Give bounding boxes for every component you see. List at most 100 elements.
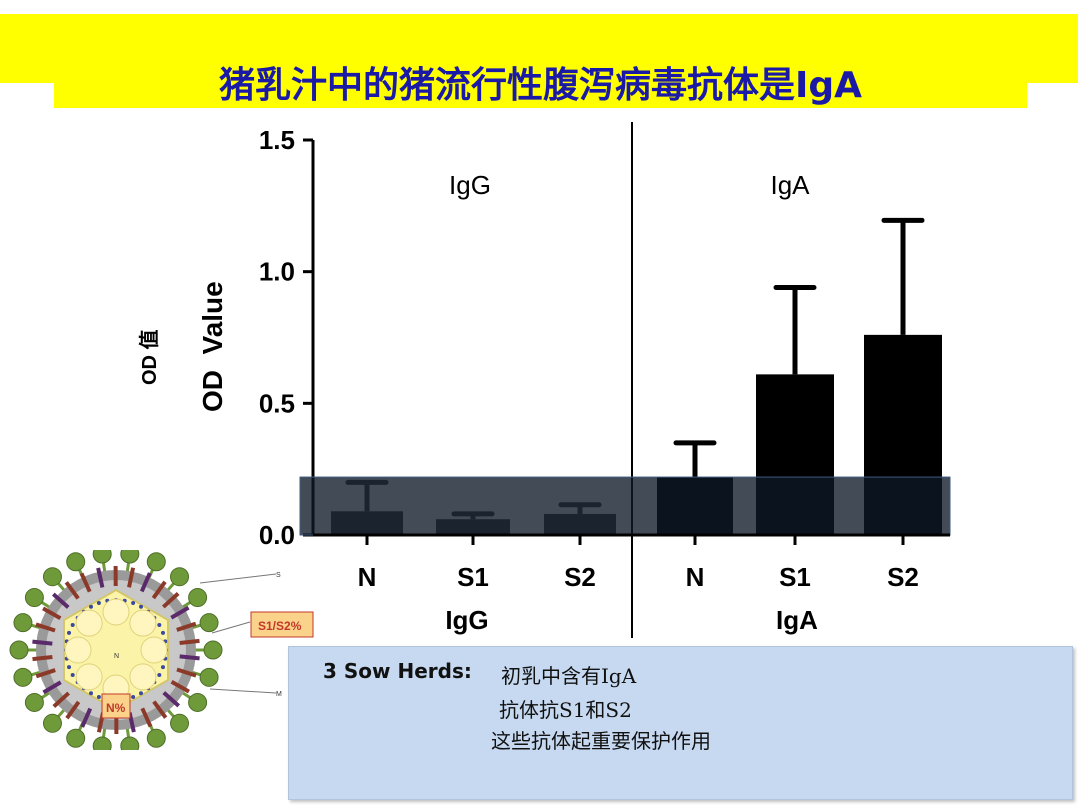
nucleocapsid-bead — [139, 604, 143, 609]
s1s2-pointer-line — [211, 621, 251, 634]
spike-head — [170, 567, 190, 587]
membrane-protein — [176, 621, 197, 632]
spike-head — [146, 552, 166, 572]
membrane-protein — [140, 707, 153, 728]
nucleocapsid-bead — [67, 665, 72, 670]
membrane-protein — [80, 707, 93, 728]
info-line-1: 初乳中含有IgA — [501, 664, 637, 688]
panel-group-label-igg: IgG — [445, 605, 488, 635]
chart-layer: 0.0 0.5 1.0 1.5 N S1 S2 IgG IgG N S1 S2 IgA IgA — [259, 122, 951, 638]
nucleocapsid-bead — [157, 623, 162, 627]
nucleocapsid-bead — [89, 604, 93, 609]
spike-head — [199, 667, 219, 687]
nucleocapsid-bead — [70, 623, 75, 627]
membrane-protein — [170, 680, 190, 694]
membrane-protein — [151, 580, 167, 600]
y-tick-label: 0.5 — [259, 388, 295, 418]
info-box: 3 Sow Herds: 初乳中含有IgA 抗体抗S1和S2 这些抗体起重要保护… — [288, 646, 1073, 800]
membrane-protein — [96, 567, 105, 588]
nucleocapsid-bead — [131, 601, 136, 606]
m-pointer-line — [209, 688, 277, 694]
n-callout-box — [101, 693, 131, 719]
membrane-protein — [32, 655, 53, 662]
core-lobe — [129, 609, 157, 637]
title-banner — [54, 14, 1027, 108]
spike-head — [42, 713, 62, 733]
x-tick-label: N — [686, 562, 705, 592]
membrane-protein — [170, 605, 190, 620]
y-tick-label: 1.5 — [259, 125, 295, 155]
membrane-protein — [179, 654, 200, 661]
core-lobe — [102, 598, 130, 626]
info-line-2: 抗体抗S1和S2 — [499, 698, 632, 722]
membrane-protein — [79, 572, 92, 593]
nucleocapsid-bead — [67, 630, 72, 635]
m-protein-label: M — [276, 691, 282, 698]
info-line-3: 这些抗体起重要保护作用 — [491, 729, 711, 753]
spike-head — [42, 567, 62, 587]
nucleocapsid-bead — [157, 673, 162, 677]
spike-head — [199, 613, 219, 633]
membrane-protein — [32, 639, 53, 646]
spike-head — [9, 640, 29, 660]
membrane-protein — [127, 567, 136, 588]
s-protein-label: S — [276, 572, 281, 579]
spike-head — [66, 552, 86, 572]
n-protein-label: N — [114, 653, 119, 660]
core-lobe — [64, 636, 92, 664]
membrane-protein — [35, 622, 56, 633]
y-tick-label: 0.0 — [259, 520, 295, 550]
spike-head — [120, 736, 140, 750]
membrane-protein — [35, 668, 56, 679]
membrane-protein — [51, 592, 70, 609]
spike-head — [146, 728, 166, 748]
nucleocapsid-bead — [89, 691, 93, 696]
core-lobe — [75, 609, 103, 637]
panel-title-igg: IgG — [449, 170, 491, 200]
membrane-protein — [162, 691, 181, 708]
panel-group-label-iga: IgA — [776, 605, 818, 635]
membrane-protein — [42, 680, 62, 695]
page-title: 猪乳汁中的猪流行性腹泻病毒抗体是IgA — [218, 65, 863, 106]
s-pointer-line — [199, 573, 277, 584]
spike-head — [92, 550, 112, 564]
spike-head — [92, 736, 112, 750]
spike-head — [203, 640, 223, 660]
nucleocapsid-bead — [70, 673, 75, 677]
membrane-protein — [65, 700, 81, 720]
spike-head — [13, 667, 33, 687]
spike-head — [188, 692, 208, 712]
core-lobe — [129, 663, 157, 691]
nucleocapsid-bead — [139, 691, 143, 696]
nucleocapsid-bead — [96, 601, 101, 606]
y-axis-label: OD Value — [197, 281, 228, 412]
spike-head — [170, 713, 190, 733]
od-note-label: OD 值 — [137, 329, 161, 385]
x-tick-label: S2 — [564, 562, 596, 592]
spike-head — [120, 550, 140, 564]
virus-layer — [9, 550, 223, 750]
x-tick-label: S1 — [457, 562, 489, 592]
x-tick-label: S1 — [779, 562, 811, 592]
y-tick-label: 1.0 — [259, 257, 295, 287]
core-lobe — [75, 663, 103, 691]
nucleocapsid-bead — [160, 630, 165, 635]
n-callout-label: N% — [106, 701, 126, 715]
nucleocapsid-bead — [131, 694, 136, 699]
membrane-protein — [52, 691, 70, 708]
membrane-protein — [42, 606, 62, 620]
core-lobe — [140, 636, 168, 664]
nucleocapsid-bead — [96, 694, 101, 699]
virus-diagram: S M S1/S2% N N% — [9, 550, 314, 750]
membrane-protein — [152, 700, 168, 719]
info-lead: 3 Sow Herds: — [323, 659, 472, 683]
membrane-protein — [176, 667, 197, 678]
membrane-protein — [179, 638, 200, 645]
s1s2-callout-label: S1/S2% — [258, 619, 302, 633]
spike-head — [66, 728, 86, 748]
spike-head — [188, 588, 208, 608]
membrane-protein — [64, 581, 80, 600]
spike-head — [24, 588, 44, 608]
highlight-band — [299, 476, 951, 536]
